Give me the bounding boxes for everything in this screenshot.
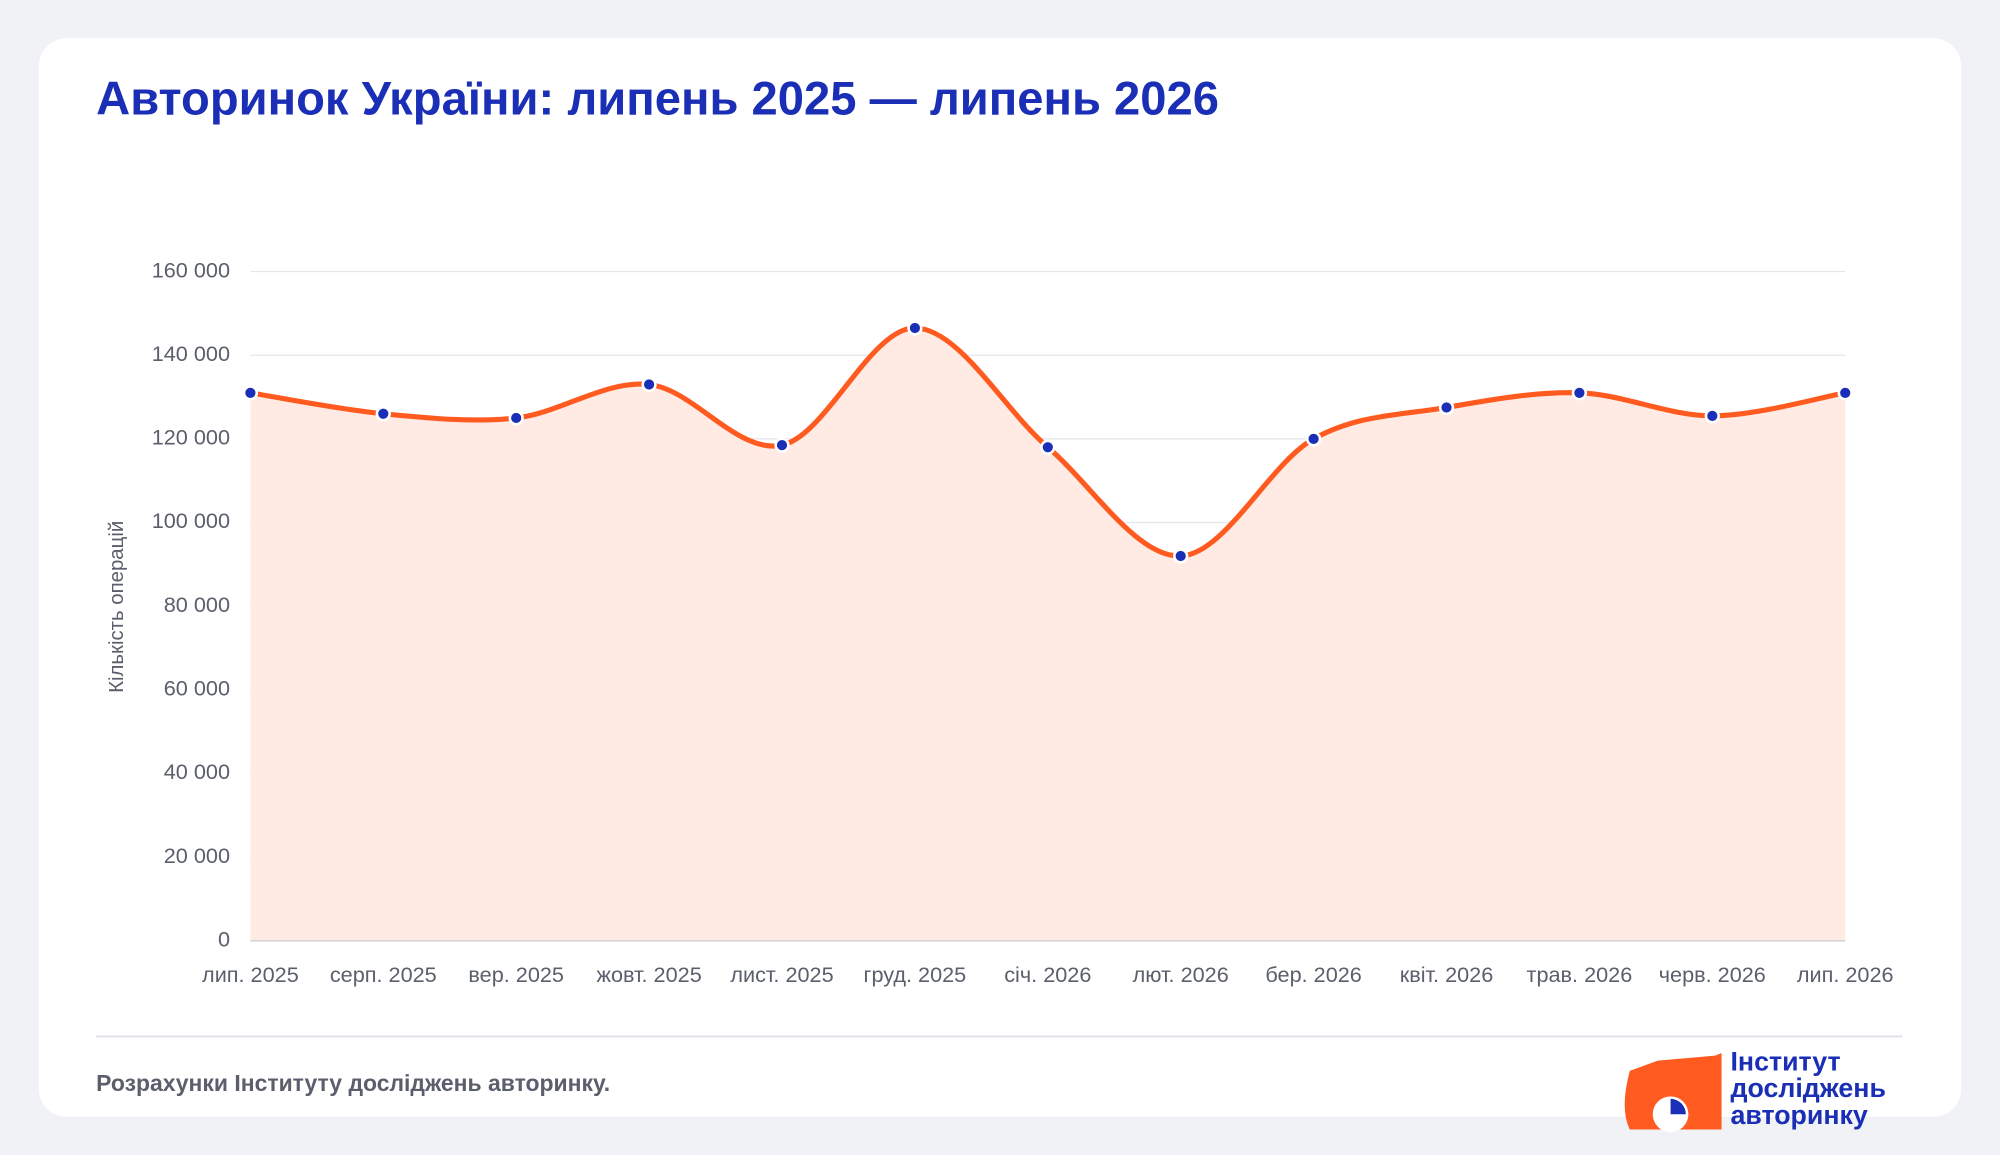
point [375, 406, 391, 422]
y-tick-label: 120 000 [152, 425, 230, 450]
point [1305, 431, 1322, 447]
point [1837, 385, 1853, 401]
y-tick-label: 40 000 [164, 759, 230, 784]
logo-text: досліджень [1730, 1073, 1885, 1103]
x-tick-label: серп. 2025 [330, 962, 437, 987]
point [774, 437, 790, 453]
y-tick-label: 60 000 [164, 676, 230, 701]
y-axis-title: Кількість операцій [106, 521, 128, 693]
point [508, 410, 524, 426]
point [242, 385, 259, 401]
point [1438, 399, 1455, 416]
x-tick-label: бер. 2026 [1265, 962, 1361, 987]
y-tick-label: 160 000 [152, 257, 230, 282]
y-tick-label: 20 000 [164, 843, 230, 868]
y-tick-label: 0 [218, 927, 230, 952]
x-tick-label: лип. 2025 [202, 962, 299, 987]
source-note: Розрахунки Інституту досліджень авторинк… [96, 1070, 610, 1096]
x-tick-label: січ. 2026 [1004, 962, 1091, 987]
x-tick-label: лист. 2025 [730, 962, 833, 987]
chart-title: Авторинок України: липень 2025 — липень … [96, 71, 1219, 124]
logo-wedge [1670, 1098, 1686, 1115]
point [1704, 408, 1720, 424]
logo: Інститут досліджень авторинку [1624, 1046, 1886, 1133]
point [907, 320, 923, 336]
x-tick-label: жовт. 2025 [596, 962, 701, 987]
x-tick-label: черв. 2026 [1659, 962, 1766, 987]
plot: 0 20 000 40 000 60 000 80 000 100 000 120 000 1… [152, 257, 1894, 987]
area [250, 328, 1846, 941]
y-tick-label: 80 000 [164, 592, 230, 617]
y-tick-label: 140 000 [152, 341, 230, 366]
logo-text: авторинку [1730, 1100, 1867, 1130]
point [641, 376, 657, 393]
logo-text: Інститут [1730, 1046, 1840, 1076]
x-tick-label: лют. 2026 [1133, 962, 1229, 987]
x-tick-label: груд. 2025 [864, 962, 967, 987]
y-tick-label: 100 000 [152, 508, 230, 533]
logo-shape [1624, 1053, 1722, 1130]
x-tick-label: трав. 2026 [1527, 962, 1633, 987]
point [1040, 439, 1056, 455]
x-tick-label: лип. 2026 [1797, 962, 1894, 987]
x-tick-label: квіт. 2026 [1400, 962, 1494, 987]
x-tick-label: вер. 2025 [468, 962, 564, 987]
point [1571, 385, 1588, 401]
point [1173, 548, 1189, 564]
